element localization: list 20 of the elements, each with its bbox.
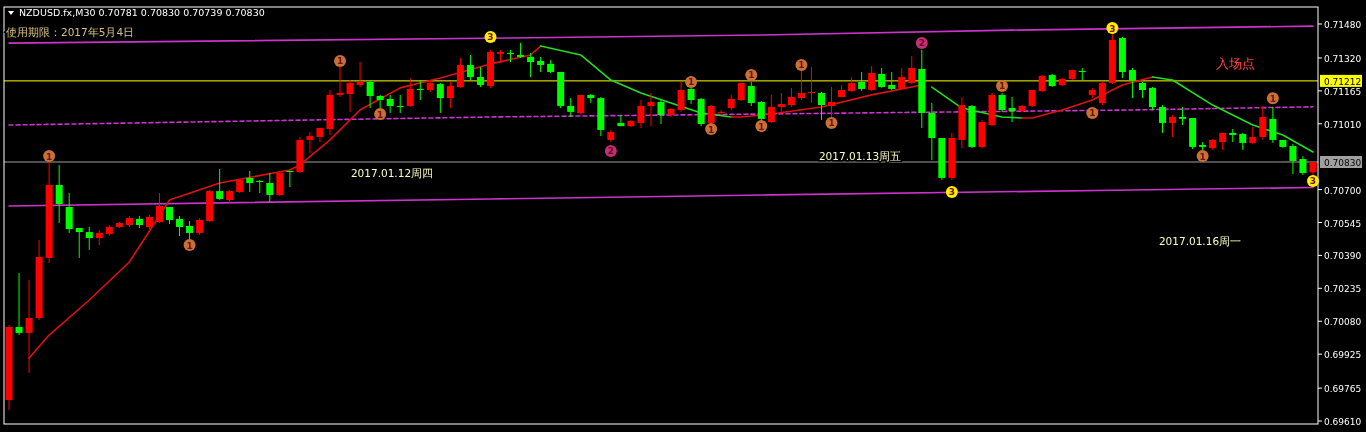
y-tick-label: 0.70235: [1324, 284, 1362, 295]
y-tick-label: 0.69765: [1324, 384, 1362, 395]
annotation: 2017.01.13周五: [818, 150, 902, 162]
annotation: 2017.01.16周一: [1158, 235, 1242, 247]
y-tick-label: 0.69610: [1324, 417, 1362, 428]
y-tick-label: 0.71165: [1324, 86, 1362, 97]
y-tick-label: 0.70080: [1324, 317, 1362, 328]
ref-line-label: 0.71212: [1324, 76, 1362, 87]
annotation: 入场点: [1215, 56, 1255, 71]
y-tick-label: 0.71480: [1324, 19, 1362, 30]
chart-title: NZDUSD.fx,M30 0.70781 0.70830 0.70739 0.70830: [19, 7, 265, 18]
y-tick-label: 0.70700: [1324, 185, 1362, 196]
ref-line-label: 0.70830: [1324, 157, 1362, 168]
y-tick-label: 0.71010: [1324, 119, 1362, 130]
annotation: 使用期限：2017年5月4日: [6, 26, 135, 38]
y-tick-label: 0.69925: [1324, 350, 1362, 361]
y-tick-label: 0.71320: [1324, 53, 1362, 64]
y-tick-label: 0.70390: [1324, 251, 1362, 262]
y-tick-label: 0.70545: [1324, 218, 1362, 229]
annotation: 2017.01.12周四: [350, 167, 434, 179]
